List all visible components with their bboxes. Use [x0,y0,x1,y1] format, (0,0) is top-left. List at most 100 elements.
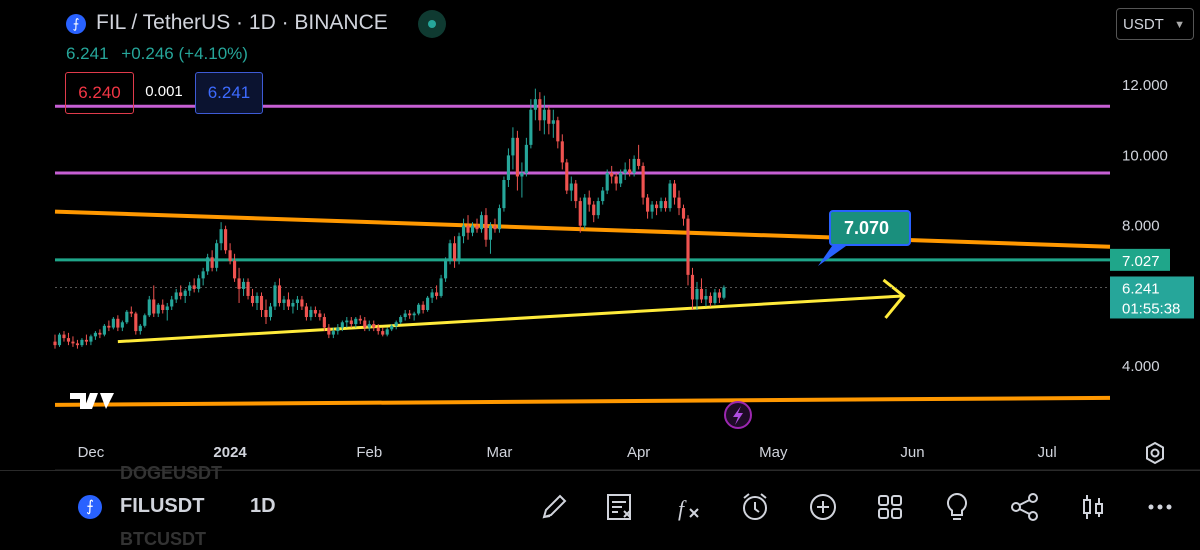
candle-body [461,225,466,237]
candle-body [318,313,322,318]
coin-icon: ⨍ [66,14,86,34]
candle-body [62,334,66,339]
candle-body [637,158,641,166]
candle-body [116,318,120,328]
candle-body [520,172,524,177]
price-chart[interactable]: 12.000 10.000 8.000 4.000 7.027 6.241 01:55:38… [0,0,1200,470]
candle-body [686,218,690,275]
buy-button[interactable]: 6.241 [195,72,263,114]
candle-body [147,299,151,316]
candle-body [722,287,726,298]
candle-body [695,288,699,300]
candle-body [174,292,178,300]
candle-body [435,292,439,296]
sell-button[interactable]: 6.240 [65,72,134,114]
candle-body [201,271,205,279]
note-icon[interactable] [602,489,638,525]
candle-body [628,169,632,173]
candle-body [488,225,493,240]
candle-body [444,260,448,279]
candle-body [560,141,564,163]
candle-body [273,285,277,307]
function-icon[interactable]: f [670,489,706,525]
alarm-icon[interactable] [737,489,773,525]
candle-body [583,197,587,226]
candle-body [197,278,201,289]
tradingview-logo [70,393,114,409]
candle-body [641,165,645,198]
candle-body [421,304,425,310]
candle-body [457,236,461,261]
callout-box [829,210,911,246]
candle-body [569,183,573,191]
idea-icon[interactable] [939,489,975,525]
candle-body [399,317,403,323]
candle-body [304,306,308,318]
candle-body [394,322,398,326]
symbol-selector[interactable]: FILUSDT [120,495,205,517]
candle-body [677,197,681,209]
candle-body [300,299,304,307]
candle-body [291,302,295,307]
candle-body [219,229,223,244]
currency-select[interactable]: USDT ▼ [1116,8,1194,40]
candle-body [452,243,457,261]
candle-body [376,327,380,332]
candle-body [255,295,259,303]
currency-label: USDT [1123,16,1164,33]
candle-body [107,325,111,328]
symbol-title[interactable]: FIL / TetherUS · 1D · BINANCE [96,11,388,34]
settings-icon[interactable] [1142,440,1168,466]
candle-body [655,204,659,209]
last-price: 6.241 [66,44,109,63]
prev-symbol-ghost: DOGEUSDT [120,463,223,483]
candle-body [502,180,506,209]
symbol-coin-icon: ⨍ [78,495,102,519]
candle-body [538,99,542,121]
candle-body [322,317,326,328]
candle-body [277,285,282,303]
price-summary: 6.241 +0.246 (+4.10%) [66,44,256,64]
candle-body [619,172,623,184]
last-price-tag [1110,276,1194,319]
callout-pointer [818,246,846,266]
candle-body [363,320,367,328]
candle-body [295,299,299,303]
timeframe-selector[interactable]: 1D [250,495,276,517]
countdown-label: 01:55:38 [1122,300,1180,317]
candle-body [708,295,713,303]
y-tick-label: 8.000 [1122,218,1160,235]
candle-body [601,190,605,202]
candle-body [565,162,569,191]
candles-icon[interactable] [1075,489,1111,525]
callout-label: 7.070 [844,218,889,238]
candle-body [156,304,160,314]
candle-body [98,332,102,335]
candle-body [372,324,376,328]
candle-body [614,176,618,184]
candle-body [268,306,273,318]
share-icon[interactable] [1007,489,1043,525]
add-icon[interactable] [805,489,841,525]
candle-body [390,325,394,330]
y-tick-label: 10.000 [1122,147,1168,164]
candle-body [75,343,80,346]
candle-body [574,183,578,202]
candle-body [713,292,717,303]
spread-value: 0.001 [145,83,183,100]
x-tick-label: Feb [356,444,382,461]
candle-body [170,299,174,307]
candle-body [143,315,147,326]
candle-body [605,172,609,191]
candle-body [506,155,510,180]
x-tick-label: Jun [900,444,924,461]
x-tick-label: Dec [78,444,105,461]
candle-body [309,310,313,318]
candle-body [264,310,268,318]
lightning-icon [733,406,743,425]
more-icon[interactable] [1142,489,1178,525]
candle-body [134,313,138,332]
layout-icon[interactable] [872,489,908,525]
pencil-icon[interactable] [536,489,572,525]
candle-body [610,172,614,177]
